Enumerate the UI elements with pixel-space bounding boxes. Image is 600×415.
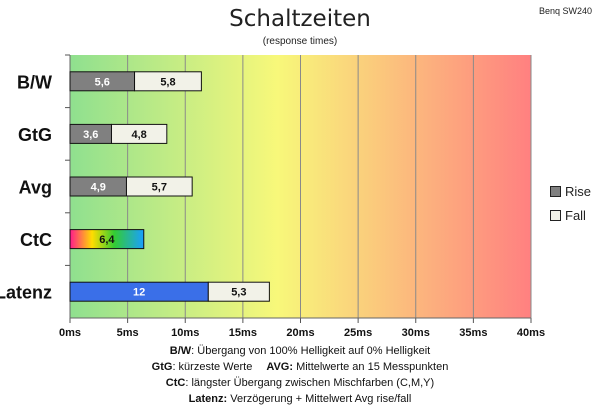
- data-label-rise: 5,6: [95, 76, 110, 88]
- tick-label-x: 15ms: [229, 327, 257, 339]
- data-label-fall: 5,3: [231, 287, 246, 299]
- category-label: B/W: [17, 72, 52, 92]
- bar-fall: [110, 123, 168, 144]
- footnotes: B/W: Übergang von 100% Helligkeit auf 0%…: [0, 343, 600, 407]
- tick-label-x: 20ms: [286, 327, 314, 339]
- category-label: GtG: [18, 125, 52, 145]
- data-label-rise: 3,6: [83, 129, 98, 141]
- data-label-rise: 6,4: [99, 234, 115, 246]
- note-bw-key: B/W: [169, 345, 192, 357]
- chart-subtitle: (response times): [262, 36, 338, 47]
- tick-label-x: 40ms: [517, 327, 545, 339]
- category-label: CtC: [20, 230, 52, 250]
- legend: Rise Fall: [550, 179, 591, 227]
- bar-fall: [207, 281, 270, 302]
- bar-rise: [69, 229, 145, 250]
- legend-item-fall: Fall: [550, 203, 591, 227]
- note-lat-text: Verzögerung + Mittelwert Avg rise/fall: [227, 393, 412, 405]
- note-bw: B/W: Übergang von 100% Helligkeit auf 0%…: [0, 343, 600, 359]
- tick-label-x: 25ms: [344, 327, 372, 339]
- chart-title: Schaltzeiten: [229, 6, 371, 32]
- category-label: Latenz: [0, 283, 52, 303]
- data-label-rise: 12: [133, 287, 145, 299]
- note-ctc: CtC: längster Übergang zwischen Mischfar…: [0, 375, 600, 391]
- tick-label-x: 0ms: [59, 327, 81, 339]
- tick-label-x: 5ms: [117, 327, 139, 339]
- legend-label-rise: Rise: [565, 183, 592, 199]
- note-bw-text: : Übergang von 100% Helligkeit auf 0% He…: [191, 345, 431, 357]
- data-label-fall: 5,7: [152, 182, 167, 194]
- note-ctc-text: : längster Übergang zwischen Mischfarben…: [185, 377, 435, 389]
- data-label-fall: 5,8: [160, 76, 175, 88]
- bar-fall: [134, 71, 202, 92]
- note-gtg-text: : kürzeste Werte: [172, 361, 253, 373]
- note-gtg-key: GtG: [151, 361, 173, 373]
- data-label-rise: 4,9: [91, 182, 106, 194]
- legend-label-fall: Fall: [565, 207, 586, 223]
- note-latenz: Latenz: Verzögerung + Mittelwert Avg ris…: [0, 391, 600, 407]
- legend-swatch-rise: [550, 185, 561, 197]
- legend-item-rise: Rise: [550, 179, 591, 203]
- note-avg-key: AVG:: [266, 361, 294, 373]
- data-label-fall: 4,8: [132, 129, 147, 141]
- category-label: Avg: [19, 178, 52, 198]
- note-avg-text: Mittelwerte an 15 Messpunkten: [293, 361, 449, 373]
- note-lat-key: Latenz:: [188, 393, 228, 405]
- legend-swatch-fall: [550, 209, 561, 221]
- device-label: Benq SW240: [538, 6, 592, 16]
- tick-label-x: 30ms: [402, 327, 430, 339]
- tick-label-x: 10ms: [171, 327, 199, 339]
- bar-fall: [125, 176, 193, 197]
- note-ctc-key: CtC: [165, 377, 186, 389]
- note-gtg-avg: GtG: kürzeste Werte AVG: Mittelwerte an 1…: [0, 359, 600, 375]
- tick-label-x: 35ms: [459, 327, 487, 339]
